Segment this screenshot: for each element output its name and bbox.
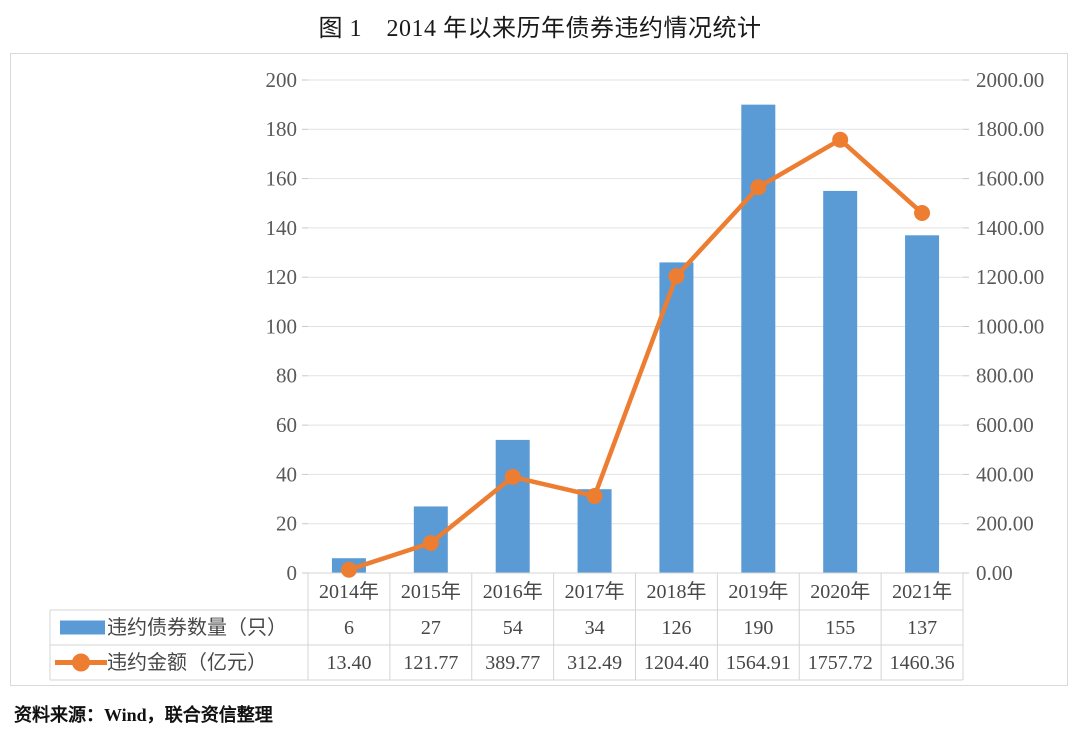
legend-line-marker	[72, 653, 90, 672]
line-value-cell: 1204.40	[644, 652, 709, 674]
line-value-cell: 1564.91	[726, 652, 791, 674]
bar-2016年	[495, 439, 530, 573]
bar-value-cell: 54	[503, 617, 523, 639]
right-axis-tick-label: 1800.00	[976, 117, 1044, 141]
x-axis-label: 2021年	[892, 580, 952, 603]
x-axis-label: 2019年	[728, 580, 788, 603]
line-marker-2015年	[422, 534, 439, 551]
line-marker-2018年	[668, 268, 685, 285]
left-axis-tick-label: 180	[266, 117, 298, 141]
right-axis-tick-label: 1600.00	[976, 167, 1044, 191]
right-axis-tick-label: 1000.00	[976, 314, 1044, 338]
source-note: 资料来源：Wind，联合资信整理	[14, 705, 273, 725]
line-marker-2014年	[340, 561, 357, 578]
line-value-cell: 121.77	[403, 652, 458, 674]
amount-line	[346, 137, 925, 572]
bar-value-cell: 155	[825, 617, 855, 639]
bar-value-cell: 34	[585, 617, 605, 639]
left-axis-tick-label: 40	[276, 462, 297, 486]
line-value-cell: 1757.72	[808, 652, 873, 674]
left-axis-tick-label: 140	[266, 216, 298, 240]
x-axis-label: 2015年	[401, 580, 461, 603]
bar-2019年	[741, 104, 776, 574]
left-axis-tick-label: 100	[266, 314, 298, 338]
line-marker-2021年	[914, 205, 931, 222]
left-axis-tick-label: 60	[276, 413, 297, 437]
x-axis-label: 2016年	[483, 580, 543, 603]
legend-label-line-series: 违约金额（亿元）	[107, 651, 267, 674]
left-axis-tick-label: 160	[266, 167, 298, 191]
left-axis-tick-label: 200	[266, 68, 298, 92]
bar-value-cell: 126	[661, 617, 691, 639]
bar-2018年	[659, 262, 694, 573]
right-axis-tick-label: 600.00	[976, 413, 1034, 437]
line-marker-2016年	[504, 468, 521, 485]
combo-chart: 0 0.00 20 200.00 40 400.00 60 600.00 80 800.00 100…	[49, 68, 1044, 681]
line-value-cell: 389.77	[485, 652, 540, 674]
line-value-cell: 1460.36	[890, 652, 955, 674]
bar-value-cell: 190	[743, 617, 773, 639]
line-value-cell: 312.49	[567, 652, 622, 674]
x-axis-label: 2017年	[565, 580, 625, 603]
right-axis-tick-label: 0.00	[976, 561, 1013, 585]
right-axis-tick-label: 800.00	[976, 364, 1034, 388]
line-marker-2019年	[750, 179, 767, 196]
x-axis-label: 2014年	[319, 580, 379, 603]
left-axis-tick-label: 0	[287, 561, 298, 585]
x-axis-label: 2018年	[646, 580, 706, 603]
legend-bar-swatch	[60, 620, 105, 635]
line-value-cell: 13.40	[326, 652, 371, 674]
bar-value-cell: 137	[907, 617, 937, 639]
left-axis-tick-label: 80	[276, 364, 297, 388]
right-axis-tick-label: 1200.00	[976, 265, 1044, 289]
right-axis-tick-label: 400.00	[976, 462, 1034, 486]
line-marker-2017年	[586, 487, 603, 504]
bar-2021年	[905, 235, 940, 574]
bar-value-cell: 6	[344, 617, 354, 639]
figure-title: 图 1 2014 年以来历年债券违约情况统计	[318, 16, 762, 42]
right-axis-tick-label: 1400.00	[976, 216, 1044, 240]
right-axis-tick-label: 200.00	[976, 512, 1034, 536]
bar-2020年	[823, 190, 858, 574]
legend-label-bar-series: 违约债券数量（只）	[107, 616, 287, 639]
bar-value-cell: 27	[421, 617, 441, 639]
chart-container: 0 0.00 20 200.00 40 400.00 60 600.00 80 800.00 100…	[10, 53, 1068, 686]
right-axis-tick-label: 2000.00	[976, 68, 1044, 92]
left-axis-tick-label: 120	[266, 265, 298, 289]
line-marker-2020年	[832, 131, 849, 148]
left-axis-tick-label: 20	[276, 512, 297, 536]
x-axis-label: 2020年	[810, 580, 870, 603]
